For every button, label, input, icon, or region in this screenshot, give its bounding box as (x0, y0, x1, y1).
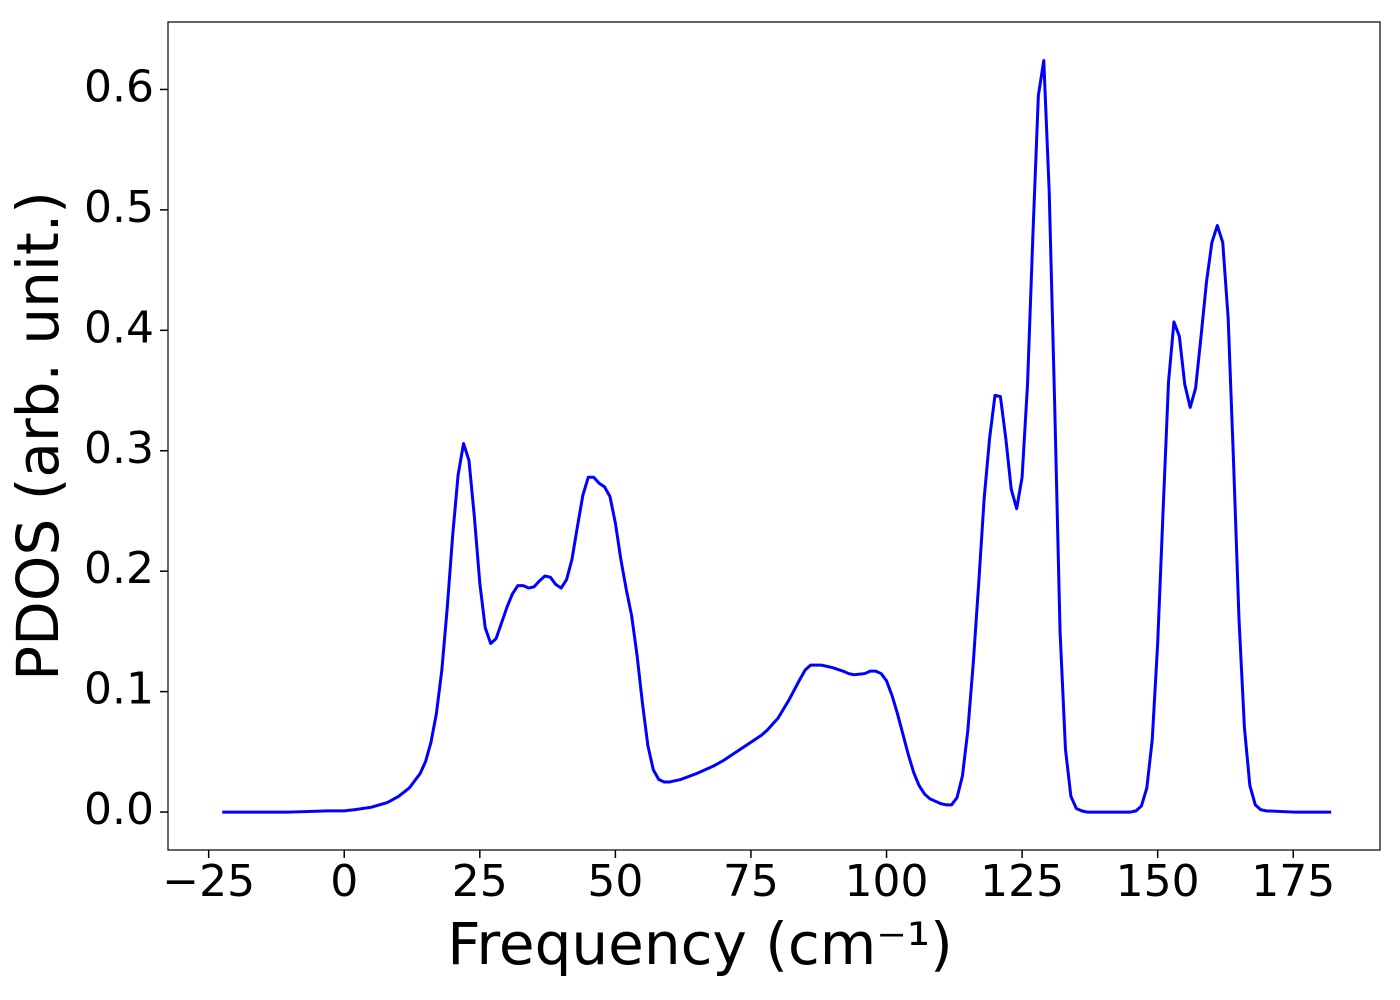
y-axis-label: PDOS (arb. unit.) (4, 191, 72, 681)
x-tick-label: 75 (723, 856, 779, 907)
x-tick-label: 150 (1116, 856, 1200, 907)
y-tick-label: 0.6 (84, 61, 154, 112)
plot-frame (167, 21, 1381, 851)
x-tick-label: 25 (452, 856, 508, 907)
x-tick-label: −25 (162, 856, 255, 907)
y-tick-label: 0.1 (84, 664, 154, 715)
y-tick-label: 0.0 (84, 784, 154, 835)
y-tick-label: 0.5 (84, 182, 154, 233)
x-tick-label: 50 (587, 856, 643, 907)
x-tick-label: 100 (845, 856, 929, 907)
y-tick-label: 0.4 (84, 302, 154, 353)
data-line (222, 59, 1332, 814)
x-tick-label: 125 (980, 856, 1064, 907)
y-tick-label: 0.2 (84, 543, 154, 594)
y-tick-label: 0.3 (84, 423, 154, 474)
x-axis-label: Frequency (cm⁻¹) (447, 910, 953, 978)
x-tick-label: 0 (330, 856, 358, 907)
x-tick-label: 175 (1251, 856, 1335, 907)
